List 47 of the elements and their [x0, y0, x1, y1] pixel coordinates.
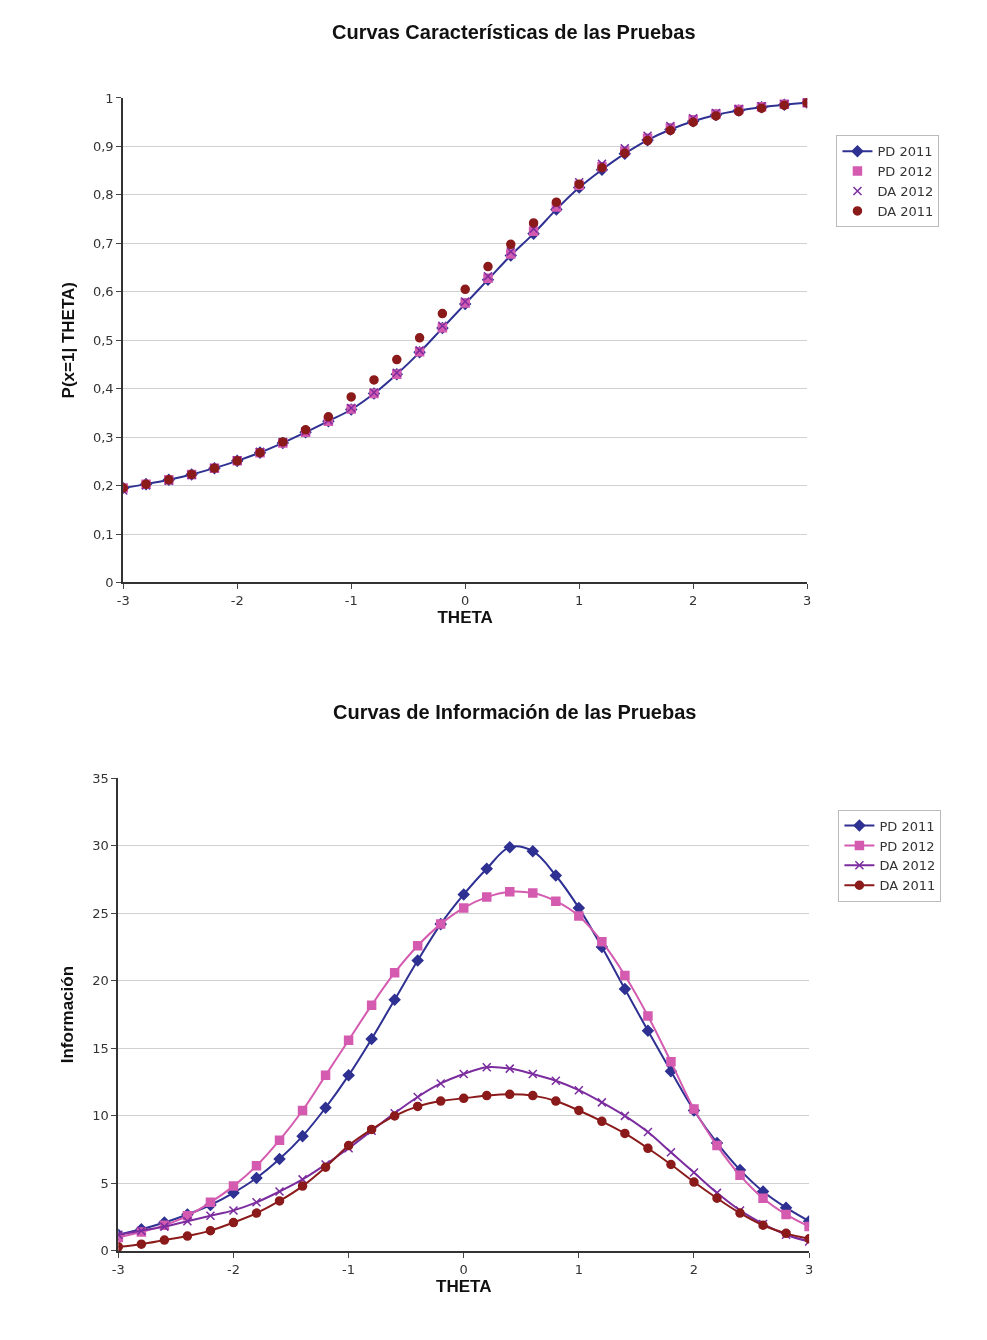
chart-title: Curvas de Información de las Pruebas [333, 701, 697, 723]
y-tick-label: 0,5 [92, 332, 114, 348]
y-tick-label: 1 [105, 90, 114, 106]
x-tick-label: 0 [461, 593, 470, 609]
y-tick-label: 0,7 [92, 235, 114, 251]
y-tick-label: 0,1 [92, 526, 114, 542]
legend-label: PD 2012 [877, 164, 933, 180]
x-tick-label: -2 [230, 593, 244, 609]
y-tick-label: 25 [92, 905, 109, 921]
y-axis-title: P(x=1| THETA) [59, 282, 78, 399]
y-tick-label: 10 [92, 1108, 109, 1124]
legend-label: PD 2011 [877, 144, 933, 160]
legend-label: DA 2012 [877, 184, 934, 200]
y-tick-label: 15 [92, 1040, 109, 1056]
legend-label: DA 2011 [879, 878, 936, 894]
x-tick-label: -2 [226, 1261, 240, 1277]
x-tick-label: 2 [689, 1261, 699, 1277]
x-tick-label: -1 [342, 1261, 356, 1277]
y-tick-label: 20 [92, 973, 109, 989]
legend-label: DA 2011 [877, 203, 934, 219]
x-axis-title: THETA [437, 608, 493, 628]
y-tick-label: 0,2 [92, 478, 114, 494]
legend-label: PD 2011 [879, 818, 935, 834]
y-tick-label: 0,9 [92, 138, 114, 154]
legend-label: DA 2012 [879, 858, 936, 874]
y-tick-label: 0,6 [92, 284, 114, 300]
x-tick-label: 3 [803, 593, 812, 609]
legend-label: PD 2012 [879, 838, 935, 854]
y-tick-label: 30 [92, 838, 109, 854]
y-tick-label: 0 [105, 575, 114, 591]
y-tick-label: 5 [100, 1175, 109, 1191]
y-tick-label: 0,8 [92, 187, 114, 203]
x-tick-label: 1 [575, 593, 584, 609]
x-tick-label: -3 [116, 593, 130, 609]
x-tick-label: -1 [344, 593, 358, 609]
x-tick-label: -3 [111, 1261, 125, 1277]
x-axis-title: THETA [436, 1276, 492, 1296]
y-axis-title: Información [58, 965, 78, 1064]
y-tick-label: 35 [92, 770, 109, 786]
x-tick-label: 0 [459, 1261, 468, 1277]
y-tick-label: 0,3 [92, 429, 114, 445]
y-tick-label: 0,4 [92, 381, 114, 397]
x-tick-label: 3 [804, 1261, 814, 1277]
x-tick-label: 2 [689, 593, 698, 609]
y-tick-label: 0 [100, 1243, 109, 1259]
chart-title: Curvas Características de las Pruebas [332, 21, 696, 43]
x-tick-label: 1 [574, 1261, 583, 1277]
